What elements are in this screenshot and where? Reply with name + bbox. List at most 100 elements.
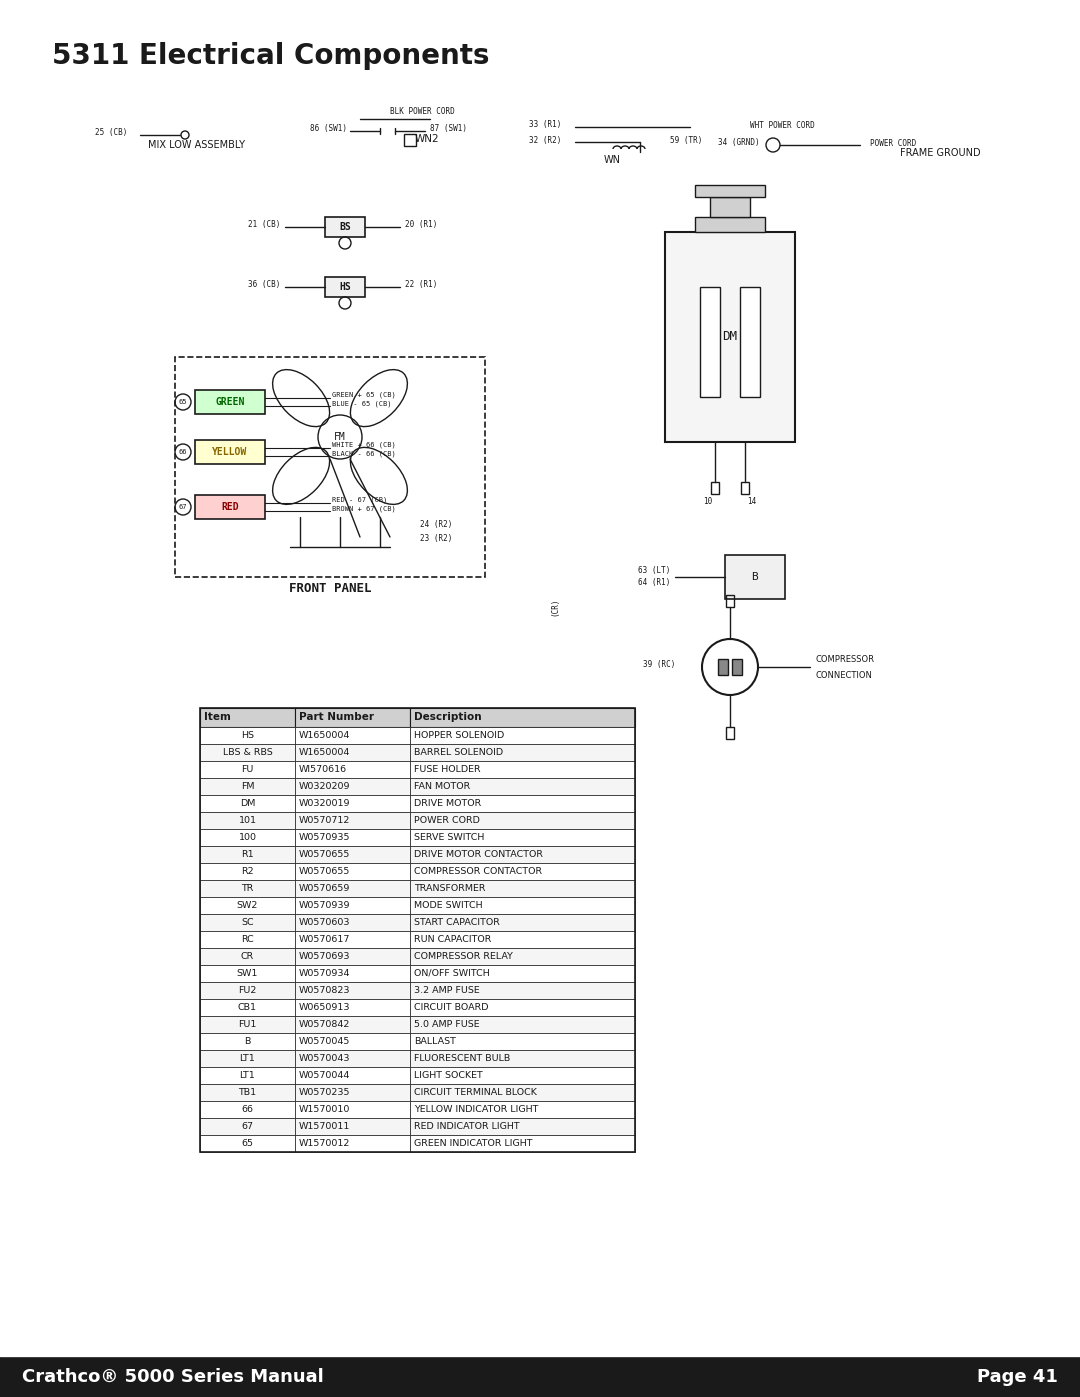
Bar (200, 708, 295, 726)
Bar (200, 914, 295, 930)
Text: W0570617: W0570617 (299, 935, 350, 944)
Bar (200, 1084, 295, 1101)
Text: 20 (R1): 20 (R1) (405, 221, 437, 229)
Text: B: B (244, 1037, 251, 1046)
Text: W1650004: W1650004 (299, 731, 350, 740)
Text: TR: TR (241, 884, 254, 893)
Text: 21 (CB): 21 (CB) (247, 221, 280, 229)
Text: FAN MOTOR: FAN MOTOR (414, 782, 470, 791)
Bar (410, 1051, 635, 1067)
Bar (295, 1051, 410, 1067)
Bar (410, 897, 635, 914)
Text: W0570043: W0570043 (299, 1053, 351, 1063)
Bar (295, 999, 410, 1016)
Text: 66: 66 (242, 1105, 254, 1113)
Bar (732, 659, 742, 675)
Text: W0570603: W0570603 (299, 918, 351, 928)
Bar (200, 999, 295, 1016)
Bar (295, 897, 410, 914)
Bar (410, 745, 635, 761)
Text: COMPRESSOR CONTACTOR: COMPRESSOR CONTACTOR (414, 868, 542, 876)
Text: W1570011: W1570011 (299, 1122, 350, 1132)
Text: BLK POWER CORD: BLK POWER CORD (390, 108, 455, 116)
Text: DM: DM (240, 799, 255, 807)
Text: Part Number: Part Number (299, 712, 374, 722)
Text: RED INDICATOR LIGHT: RED INDICATOR LIGHT (414, 1122, 519, 1132)
Text: 65: 65 (242, 1139, 254, 1148)
Text: FM: FM (334, 432, 346, 441)
Text: LIGHT SOCKET: LIGHT SOCKET (414, 1071, 483, 1080)
Text: 22 (R1): 22 (R1) (405, 281, 437, 289)
Text: W1570012: W1570012 (299, 1139, 350, 1148)
Text: 65: 65 (179, 400, 187, 405)
Text: W1650004: W1650004 (299, 747, 350, 757)
Text: BS: BS (339, 222, 351, 232)
Text: RC: RC (241, 935, 254, 944)
Text: 25 (CB): 25 (CB) (95, 129, 127, 137)
Bar (295, 1016, 410, 1032)
Text: BARREL SOLENOID: BARREL SOLENOID (414, 747, 503, 757)
Text: 36 (CB): 36 (CB) (247, 281, 280, 289)
Bar (295, 1032, 410, 1051)
Bar (295, 828, 410, 847)
Text: SC: SC (241, 918, 254, 928)
Text: YELLOW: YELLOW (213, 447, 247, 457)
Bar (295, 1134, 410, 1153)
Text: FU1: FU1 (239, 1020, 257, 1030)
Text: 59 (TR): 59 (TR) (670, 136, 702, 144)
Text: Crathco® 5000 Series Manual: Crathco® 5000 Series Manual (22, 1368, 324, 1386)
Text: CIRCUIT BOARD: CIRCUIT BOARD (414, 1003, 488, 1011)
Bar (410, 778, 635, 795)
Bar (295, 812, 410, 828)
Text: Page 41: Page 41 (977, 1368, 1058, 1386)
Bar (200, 745, 295, 761)
Bar (200, 982, 295, 999)
Text: GREEN + 65 (CB): GREEN + 65 (CB) (332, 391, 395, 398)
Bar (195, 495, 265, 520)
Bar (410, 965, 635, 982)
Text: GREEN INDICATOR LIGHT: GREEN INDICATOR LIGHT (414, 1139, 532, 1148)
Bar (410, 1067, 635, 1084)
Text: ON/OFF SWITCH: ON/OFF SWITCH (414, 970, 489, 978)
Text: 87 (SW1): 87 (SW1) (430, 124, 467, 134)
Bar (200, 812, 295, 828)
Bar (410, 761, 635, 778)
Bar (410, 1118, 635, 1134)
Bar (725, 555, 785, 599)
Text: W0570935: W0570935 (299, 833, 351, 842)
Bar (696, 217, 765, 232)
Bar (404, 134, 416, 147)
Text: DRIVE MOTOR: DRIVE MOTOR (414, 799, 482, 807)
Bar (200, 1051, 295, 1067)
Bar (200, 1067, 295, 1084)
Text: W0570823: W0570823 (299, 986, 351, 995)
Text: TB1: TB1 (239, 1088, 257, 1097)
Text: W0570655: W0570655 (299, 868, 350, 876)
Bar (710, 197, 750, 217)
Text: POWER CORD: POWER CORD (870, 138, 916, 148)
Bar (295, 847, 410, 863)
Bar (410, 812, 635, 828)
Bar (410, 828, 635, 847)
Text: (CR): (CR) (551, 598, 559, 616)
Text: POWER CORD: POWER CORD (414, 816, 480, 826)
Bar (696, 184, 765, 197)
Bar (195, 440, 265, 464)
Text: 39 (RC): 39 (RC) (643, 661, 675, 669)
Text: WHT POWER CORD: WHT POWER CORD (750, 120, 814, 130)
Text: WI570616: WI570616 (299, 766, 347, 774)
Text: BALLAST: BALLAST (414, 1037, 456, 1046)
Text: 64 (R1): 64 (R1) (637, 578, 670, 588)
Text: FRONT PANEL: FRONT PANEL (288, 583, 372, 595)
Text: CONNECTION: CONNECTION (815, 671, 872, 679)
Bar (410, 1084, 635, 1101)
Text: BROWN + 67 (CB): BROWN + 67 (CB) (332, 506, 395, 513)
Text: WN2: WN2 (415, 134, 440, 144)
Bar (740, 286, 760, 397)
Text: W0570693: W0570693 (299, 951, 351, 961)
Text: 101: 101 (239, 816, 257, 826)
Bar (410, 1016, 635, 1032)
Text: FUSE HOLDER: FUSE HOLDER (414, 766, 481, 774)
Text: FU: FU (241, 766, 254, 774)
Bar (200, 1118, 295, 1134)
